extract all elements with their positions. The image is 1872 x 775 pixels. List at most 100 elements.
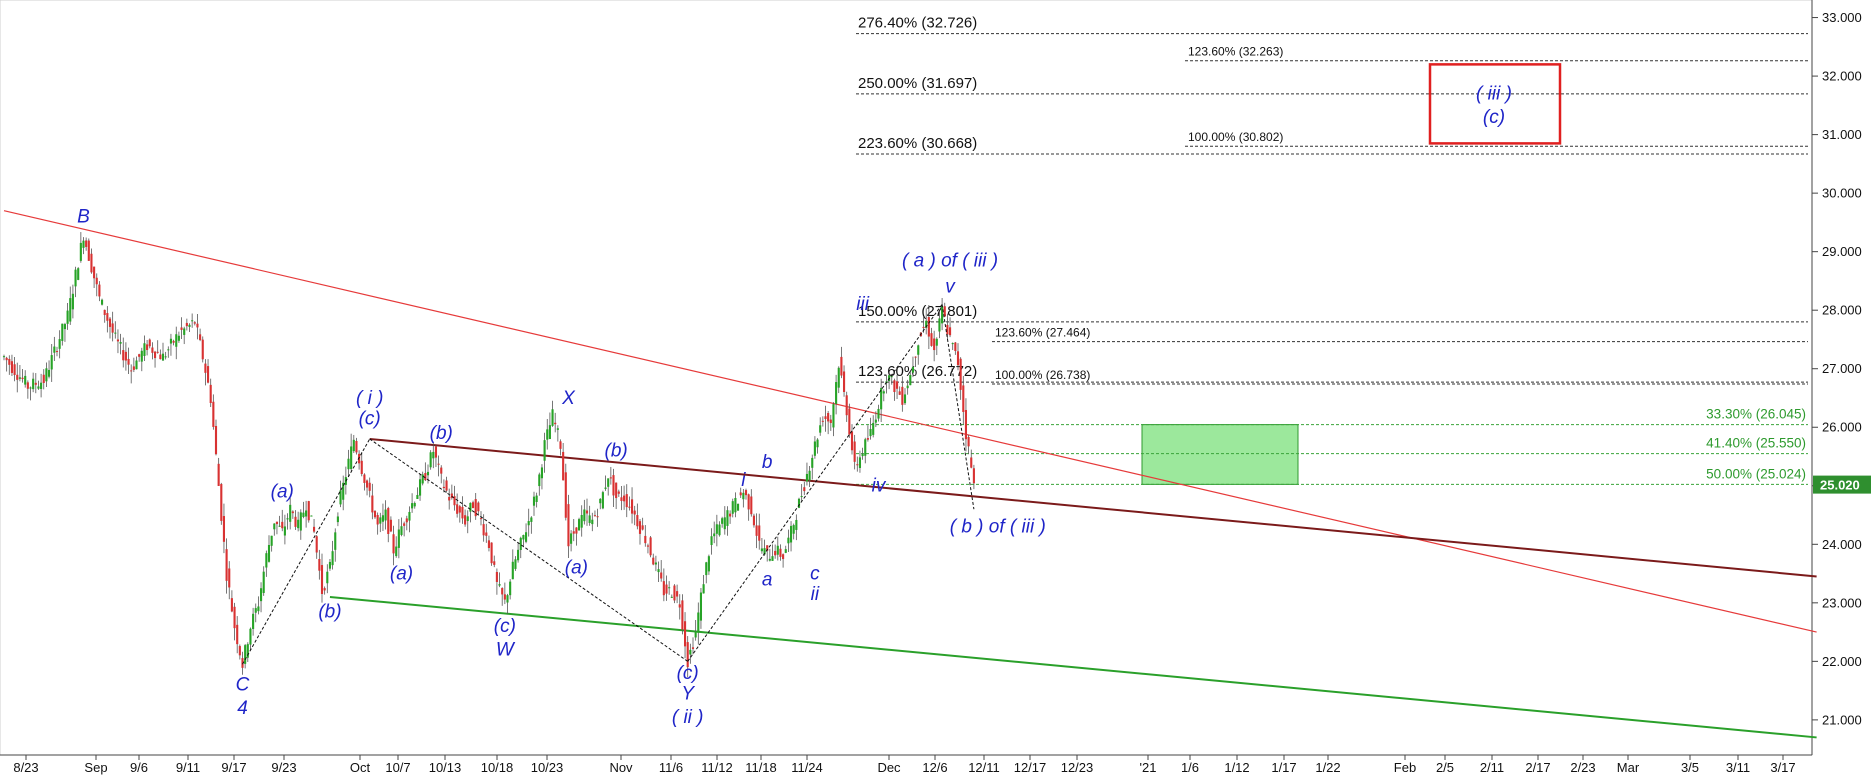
candle-body — [143, 343, 146, 356]
candle-body — [42, 374, 45, 383]
candle-body — [249, 628, 252, 645]
candle-body — [501, 588, 504, 595]
candle-body — [262, 571, 265, 593]
wave-count-dashed-line — [369, 438, 688, 662]
candle-body — [880, 387, 883, 410]
candle-body — [599, 498, 602, 504]
candle-body — [66, 310, 69, 324]
candle-body — [837, 367, 840, 388]
x-tick-label: 12/6 — [922, 760, 947, 775]
wave-label: (c) — [359, 408, 381, 429]
candle-body — [209, 384, 212, 404]
candle-body — [853, 441, 856, 462]
candle-body — [601, 492, 604, 509]
candle-body — [334, 532, 337, 550]
wave-label: v — [945, 277, 956, 298]
candle-body — [479, 518, 483, 520]
candle-body — [55, 351, 59, 353]
retracement-label: 50.00% (25.024) — [1706, 466, 1806, 481]
target-wave-sublabel: (c) — [1483, 107, 1505, 128]
candle-body — [543, 440, 546, 461]
candle-body — [421, 474, 424, 484]
candle-body — [689, 649, 692, 655]
candle-body — [323, 588, 326, 591]
candle-body — [591, 519, 594, 525]
candle-body — [925, 320, 928, 328]
candle-body — [638, 521, 642, 534]
candle-body — [384, 509, 387, 521]
candle-body — [678, 604, 681, 608]
candle-body — [660, 572, 663, 579]
candle-body — [230, 598, 233, 612]
candle-body — [784, 549, 787, 553]
candle-body — [347, 458, 350, 470]
candle-body — [792, 525, 795, 534]
candle-body — [901, 386, 904, 405]
candle-body — [758, 525, 761, 541]
x-tick-label: 9/6 — [130, 760, 148, 775]
wave-label: (b) — [430, 423, 453, 444]
candle-body — [548, 425, 551, 439]
candle-body — [509, 581, 512, 596]
candle-body — [130, 370, 133, 372]
candle-body — [922, 326, 925, 329]
wave-label: (a) — [390, 563, 413, 584]
candle-body — [734, 497, 737, 513]
candle-body — [191, 320, 194, 322]
last-price-badge — [1813, 475, 1871, 494]
wave-label: ( a ) of ( iii ) — [902, 250, 998, 271]
candle-body — [819, 425, 822, 433]
candle-body — [413, 502, 416, 507]
candle-body — [376, 514, 379, 525]
fib-extension-label: 276.40% (32.726) — [858, 15, 977, 32]
candle-body — [252, 613, 255, 629]
candle-body — [156, 351, 159, 353]
candle-body — [805, 473, 809, 482]
candle-body — [530, 517, 533, 522]
candle-body — [779, 548, 782, 557]
candle-body — [437, 463, 440, 465]
candle-body — [877, 408, 880, 419]
x-tick-label: 12/17 — [1014, 760, 1047, 775]
candle-body — [705, 562, 708, 576]
candle-body — [527, 521, 530, 526]
candle-body — [214, 425, 218, 455]
candle-body — [620, 497, 623, 501]
candle-body — [339, 490, 342, 505]
candle-body — [827, 413, 830, 422]
candle-body — [286, 518, 289, 520]
trendline — [329, 595, 1817, 739]
candle-body — [342, 482, 345, 500]
candle-body — [768, 558, 771, 561]
candle-body — [750, 496, 753, 515]
candle-body — [193, 322, 196, 324]
candle-body — [77, 268, 80, 280]
candle-body — [127, 358, 130, 365]
candle-body — [673, 585, 676, 601]
candle-body — [943, 306, 946, 317]
candle-body — [106, 313, 109, 321]
candle-body — [612, 475, 615, 496]
candle-body — [85, 240, 88, 247]
x-tick-label: 3/11 — [1726, 760, 1750, 775]
candle-body — [469, 502, 472, 512]
candle-body — [630, 499, 634, 514]
candle-body — [458, 506, 461, 513]
candle-body — [551, 409, 554, 426]
x-tick-label: 11/12 — [701, 760, 733, 775]
fib-projection-label: 100.00% (26.738) — [995, 368, 1090, 382]
candle-body — [50, 355, 53, 370]
candle-body — [426, 471, 430, 476]
x-tick-label: 9/17 — [221, 760, 246, 775]
candle-body — [731, 501, 734, 514]
y-tick-label: 23.000 — [1822, 595, 1862, 610]
candle-body — [570, 533, 573, 544]
candle-body — [938, 318, 941, 332]
candle-body — [670, 596, 673, 598]
last-price-label: 25.020 — [1820, 478, 1860, 493]
x-tick-label: 12/11 — [968, 760, 1000, 775]
candle-body — [607, 478, 610, 487]
candle-body — [906, 385, 909, 389]
candle-body — [519, 537, 522, 551]
fib-extension-label: 223.60% (30.668) — [858, 135, 977, 152]
